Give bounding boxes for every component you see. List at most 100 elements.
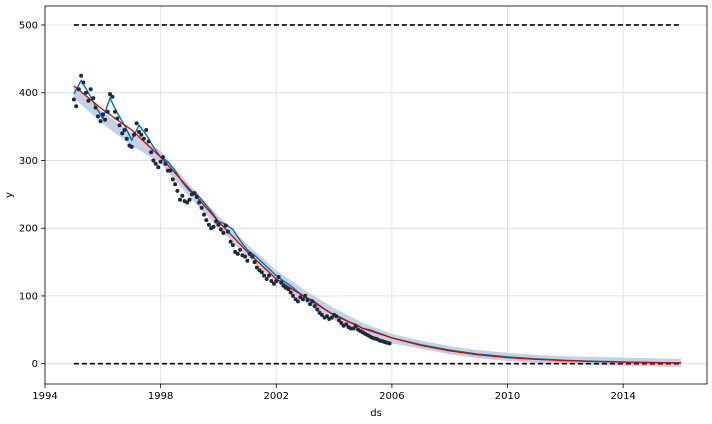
y-tick-label: 400 — [19, 88, 38, 99]
observed-point — [175, 188, 180, 193]
observed-point — [238, 247, 243, 252]
y-tick-label: 500 — [19, 20, 38, 31]
observed-point — [276, 275, 281, 279]
observed-point — [324, 314, 329, 319]
observed-point — [91, 96, 96, 101]
observed-point — [262, 273, 267, 278]
observed-point — [216, 222, 221, 227]
observed-point — [105, 109, 110, 114]
observed-point — [206, 222, 211, 227]
observed-point — [156, 165, 161, 170]
observed-point — [84, 90, 88, 95]
observed-point — [221, 230, 226, 235]
observed-point — [120, 131, 125, 136]
x-tick-label: 2014 — [610, 391, 635, 402]
observed-point — [267, 273, 271, 278]
observed-point — [247, 251, 252, 256]
observed-point — [339, 321, 344, 325]
observed-point — [158, 159, 163, 164]
trend-series — [73, 85, 682, 364]
observed-point — [214, 219, 219, 224]
observed-point — [312, 304, 317, 309]
y-tick-label: 200 — [19, 224, 38, 235]
x-tick-label: 1994 — [32, 391, 57, 402]
observed-point — [113, 109, 117, 114]
observed-point — [180, 193, 185, 198]
observed-point — [319, 312, 324, 317]
observed-point — [228, 239, 233, 244]
observed-point — [295, 299, 300, 304]
y-axis-label: y — [4, 192, 15, 198]
observed-point — [108, 92, 112, 97]
observed-point — [151, 158, 156, 163]
observed-point — [141, 136, 146, 141]
observed-point — [269, 279, 274, 283]
observed-point — [288, 290, 293, 295]
observed-point — [235, 251, 240, 256]
x-tick-label: 2010 — [495, 391, 520, 402]
x-axis-label: ds — [370, 408, 382, 419]
observed-point — [250, 254, 255, 259]
observed-point — [122, 128, 127, 132]
observed-point — [103, 117, 108, 122]
observed-point — [100, 112, 105, 117]
plot-frame — [44, 5, 708, 385]
observed-point — [252, 260, 257, 265]
observed-point — [185, 200, 190, 205]
observed-point — [226, 229, 230, 234]
observed-point — [223, 223, 228, 228]
observed-point — [202, 212, 206, 217]
uncertainty-band — [73, 85, 681, 368]
observed-point — [81, 80, 86, 85]
observed-point — [187, 197, 192, 202]
observed-point — [194, 195, 199, 199]
x-tick-label: 2006 — [379, 391, 404, 402]
observed-point — [199, 205, 204, 210]
observed-point — [353, 324, 358, 329]
observed-point — [303, 293, 308, 298]
observed-point — [168, 168, 173, 173]
observed-point — [254, 265, 259, 270]
observed-point — [387, 341, 392, 346]
observed-point — [95, 114, 100, 119]
observed-point — [110, 94, 115, 99]
observed-point — [305, 298, 310, 302]
observed-point — [315, 307, 320, 312]
observed-point — [146, 139, 151, 144]
y-axis-ticks: 0 100 200 300 400 500 — [19, 20, 45, 370]
observed-point — [134, 121, 139, 126]
uncertainty-interval — [73, 85, 681, 368]
observed-point — [149, 150, 154, 155]
observed-point — [115, 116, 120, 121]
observed-point — [274, 279, 279, 283]
observed-point — [337, 318, 341, 323]
observed-point — [163, 161, 168, 166]
observed-point — [93, 105, 98, 110]
observed-point — [300, 297, 305, 302]
observed-point — [173, 182, 178, 187]
observed-point — [192, 191, 197, 195]
observed-point — [86, 98, 91, 103]
forecast-line — [73, 79, 682, 364]
observed-point — [286, 287, 291, 292]
observed-point — [329, 315, 334, 320]
observed-point — [79, 73, 84, 78]
y-tick-label: 100 — [19, 291, 38, 302]
observed-point — [178, 197, 182, 202]
observed-point — [160, 155, 165, 160]
cap-floor-lines — [73, 24, 681, 365]
observed-point — [245, 258, 250, 263]
observed-point — [98, 119, 103, 124]
observed-point — [310, 299, 315, 304]
observed-point — [76, 87, 81, 92]
observed-point — [230, 243, 235, 248]
observed-point — [144, 128, 149, 132]
observed-point — [308, 302, 313, 307]
observed-point — [197, 200, 202, 205]
y-tick-label: 300 — [19, 156, 38, 167]
observed-point — [139, 132, 144, 137]
observed-point — [272, 281, 276, 286]
x-axis-ticks: 1994 1998 2002 2006 2010 2014 — [32, 384, 636, 402]
observed-point — [129, 144, 134, 149]
